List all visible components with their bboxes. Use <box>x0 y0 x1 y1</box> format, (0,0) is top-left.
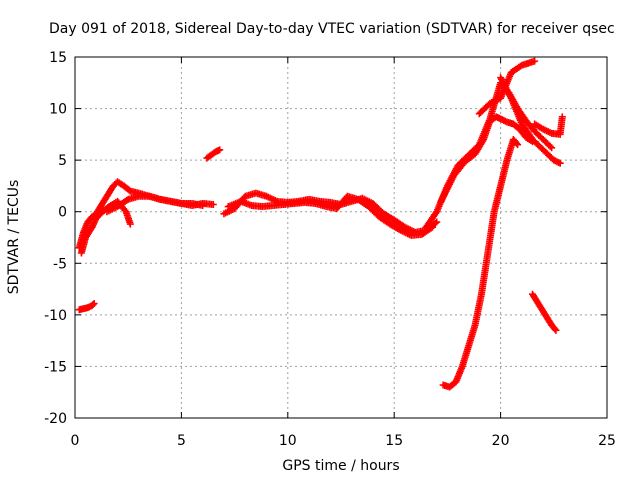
data-point <box>556 159 564 167</box>
series-short-high <box>203 146 224 162</box>
data-point <box>548 144 556 152</box>
x-axis-label: GPS time / hours <box>282 458 399 474</box>
y-tick-label: 10 <box>49 102 67 118</box>
series-plunge <box>439 136 522 391</box>
series-main-band-c <box>103 192 207 216</box>
x-tick-label: 15 <box>385 433 403 449</box>
data-point <box>427 224 435 232</box>
y-tick-label: 15 <box>49 50 67 66</box>
x-tick-label: 10 <box>279 433 297 449</box>
x-tick-label: 0 <box>71 433 80 449</box>
data-point <box>429 223 437 231</box>
y-tick-label: -15 <box>44 359 67 375</box>
series-short-low <box>75 300 98 314</box>
data-point <box>558 113 566 121</box>
data-point <box>551 325 559 333</box>
data-point <box>216 146 224 154</box>
series-descend <box>497 74 564 167</box>
series-right-low <box>529 290 560 334</box>
series <box>75 57 566 391</box>
y-ticks: -20 -15 -10 -5 0 5 10 15 <box>44 50 607 427</box>
data-point <box>514 141 522 149</box>
x-tick-label: 5 <box>177 433 186 449</box>
y-tick-label: 0 <box>58 205 67 221</box>
data-point <box>199 202 207 210</box>
series-middle-band-a <box>220 189 441 236</box>
data-point <box>433 218 441 226</box>
y-tick-label: -5 <box>53 256 67 272</box>
data-point <box>531 57 539 65</box>
series-right-cluster <box>531 113 566 138</box>
data-point <box>89 301 97 309</box>
chart-title: Day 091 of 2018, Sidereal Day-to-day VTE… <box>49 21 615 37</box>
plot-frame <box>74 56 608 419</box>
y-tick-label: 5 <box>58 153 67 169</box>
data-point <box>209 200 217 208</box>
series-main-band-b <box>77 197 134 257</box>
x-ticks: 0 5 10 15 20 25 <box>71 57 616 449</box>
grid <box>75 57 607 418</box>
y-tick-label: -10 <box>44 308 67 324</box>
y-axis-label: SDTVAR / TECUs <box>6 180 22 295</box>
data-point <box>90 300 98 308</box>
data-point <box>546 142 554 150</box>
data-point <box>513 139 521 147</box>
data-point <box>431 219 439 227</box>
data-point <box>126 220 134 228</box>
x-tick-label: 20 <box>492 433 510 449</box>
data-point <box>552 326 560 334</box>
y-tick-label: -20 <box>44 411 67 427</box>
x-tick-label: 25 <box>598 433 616 449</box>
